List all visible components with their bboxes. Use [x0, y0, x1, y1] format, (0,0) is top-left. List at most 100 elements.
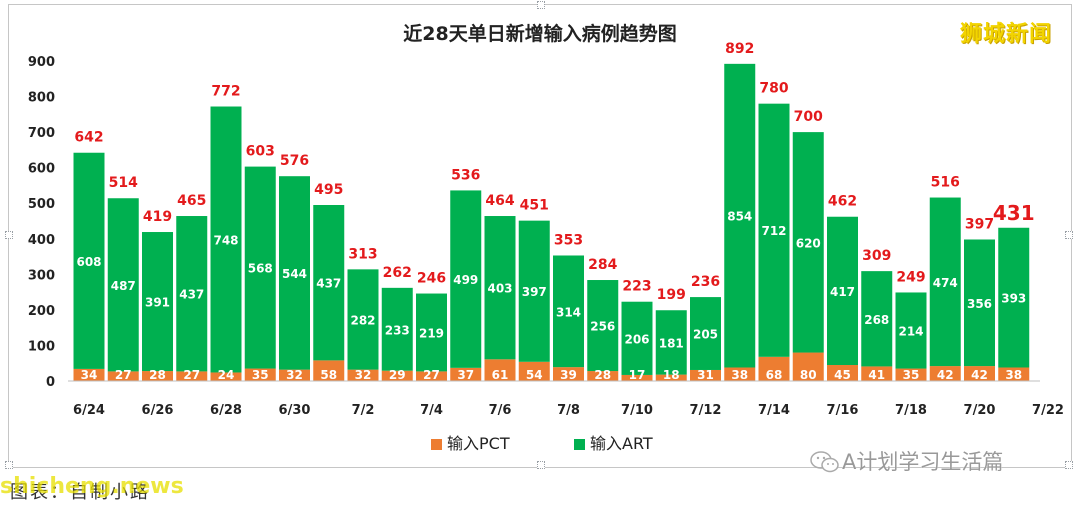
art-value-label: 356	[967, 297, 992, 311]
resize-handle-right[interactable]	[1065, 231, 1073, 239]
total-value-label: 464	[485, 193, 514, 209]
pct-value-label: 37	[457, 368, 474, 382]
resize-handle-bottom-left[interactable]	[5, 461, 13, 469]
total-value-label: 772	[211, 84, 240, 100]
legend-label-pct: 输入PCT	[447, 434, 510, 453]
y-tick-label: 300	[28, 268, 55, 283]
total-value-label: 353	[554, 232, 583, 248]
x-tick-label: 7/12	[690, 403, 722, 418]
total-value-label: 462	[828, 194, 857, 210]
pct-value-label: 38	[731, 368, 748, 382]
site-watermark: shicheng.news	[0, 474, 184, 499]
pct-value-label: 54	[526, 368, 543, 382]
art-value-label: 748	[213, 233, 238, 247]
art-value-label: 268	[864, 313, 889, 327]
bar-pct	[758, 356, 790, 381]
legend-swatch-pct	[431, 439, 442, 450]
bar-art	[347, 269, 379, 370]
resize-handle-top[interactable]	[537, 1, 545, 9]
pct-value-label: 35	[252, 368, 269, 382]
total-value-label: 642	[74, 130, 103, 146]
resize-handle-left[interactable]	[5, 231, 13, 239]
bar-art	[587, 280, 619, 372]
wechat-account-label: A计划学习生活篇	[842, 450, 1004, 474]
bar-art	[621, 301, 653, 375]
art-value-label: 620	[796, 236, 821, 250]
art-value-label: 437	[316, 277, 341, 291]
bar-art	[861, 271, 893, 367]
chart-title: 近28天单日新增输入病例趋势图	[403, 22, 676, 45]
legend-swatch-art	[574, 439, 585, 450]
bar-art	[929, 197, 961, 367]
art-value-label: 568	[248, 262, 273, 276]
art-value-label: 854	[727, 210, 752, 224]
x-tick-label: 7/22	[1032, 403, 1064, 418]
x-tick-label: 6/28	[210, 403, 242, 418]
total-value-label: 700	[794, 109, 823, 125]
total-value-label: 397	[965, 216, 994, 232]
art-value-label: 474	[933, 276, 958, 290]
art-value-label: 393	[1001, 292, 1026, 306]
bar-pct	[381, 370, 413, 381]
art-value-label: 403	[487, 282, 512, 296]
wechat-icon	[810, 451, 839, 473]
y-tick-label: 700	[28, 126, 55, 141]
total-value-label: 603	[246, 144, 275, 160]
bar-pct	[73, 368, 105, 381]
bar-pct	[964, 366, 995, 381]
bar-art	[964, 239, 995, 367]
art-value-label: 608	[76, 255, 101, 269]
y-tick-label: 600	[28, 162, 55, 177]
caption: 图表：自制小路	[10, 482, 150, 503]
total-value-label: 431	[993, 201, 1035, 225]
y-tick-label: 200	[28, 304, 55, 319]
x-tick-label: 7/14	[758, 403, 790, 418]
x-tick-label: 7/10	[621, 403, 653, 418]
total-value-label: 419	[143, 209, 172, 225]
bar-pct	[416, 371, 447, 381]
brand-watermark: 狮城新闻	[960, 22, 1053, 47]
bar-pct	[142, 371, 173, 381]
resize-handle-bottom-right[interactable]	[1065, 461, 1073, 469]
bar-pct	[792, 352, 824, 381]
total-value-label: 465	[177, 193, 206, 209]
bar-art	[381, 287, 413, 371]
art-value-label: 206	[624, 332, 649, 346]
pct-value-label: 27	[423, 368, 440, 382]
art-value-label: 214	[898, 325, 923, 339]
total-value-label: 249	[896, 269, 925, 285]
bar-pct	[107, 371, 139, 381]
x-tick-label: 7/16	[827, 403, 859, 418]
bar-pct	[553, 367, 584, 381]
art-value-label: 205	[693, 328, 718, 342]
bar-art	[792, 132, 824, 353]
bar-art	[244, 166, 276, 369]
x-tick-label: 6/26	[142, 403, 174, 418]
x-tick-label: 6/24	[73, 403, 105, 418]
pct-value-label: 42	[971, 368, 988, 382]
pct-value-label: 32	[355, 368, 372, 382]
bar-art	[142, 232, 173, 372]
bar-art	[655, 310, 687, 375]
bar-pct	[621, 374, 653, 381]
pct-value-label: 27	[115, 368, 132, 382]
pct-value-label: 58	[320, 368, 337, 382]
bar-art	[690, 297, 721, 370]
bar-art	[210, 106, 242, 373]
y-tick-label: 100	[28, 339, 55, 354]
bar-art	[758, 103, 790, 357]
bar-art	[998, 227, 1030, 368]
bar-pct	[998, 367, 1030, 381]
bar-pct	[244, 368, 276, 381]
pct-value-label: 31	[697, 368, 714, 382]
bar-art	[553, 255, 584, 368]
art-value-label: 219	[419, 326, 444, 340]
total-value-label: 892	[725, 41, 754, 57]
bar-art	[279, 176, 310, 370]
pct-value-label: 61	[492, 368, 509, 382]
resize-handle-bottom[interactable]	[537, 461, 545, 469]
bar-pct	[929, 366, 961, 381]
art-value-label: 437	[179, 288, 204, 302]
x-tick-label: 7/20	[964, 403, 996, 418]
total-value-label: 780	[759, 81, 788, 97]
